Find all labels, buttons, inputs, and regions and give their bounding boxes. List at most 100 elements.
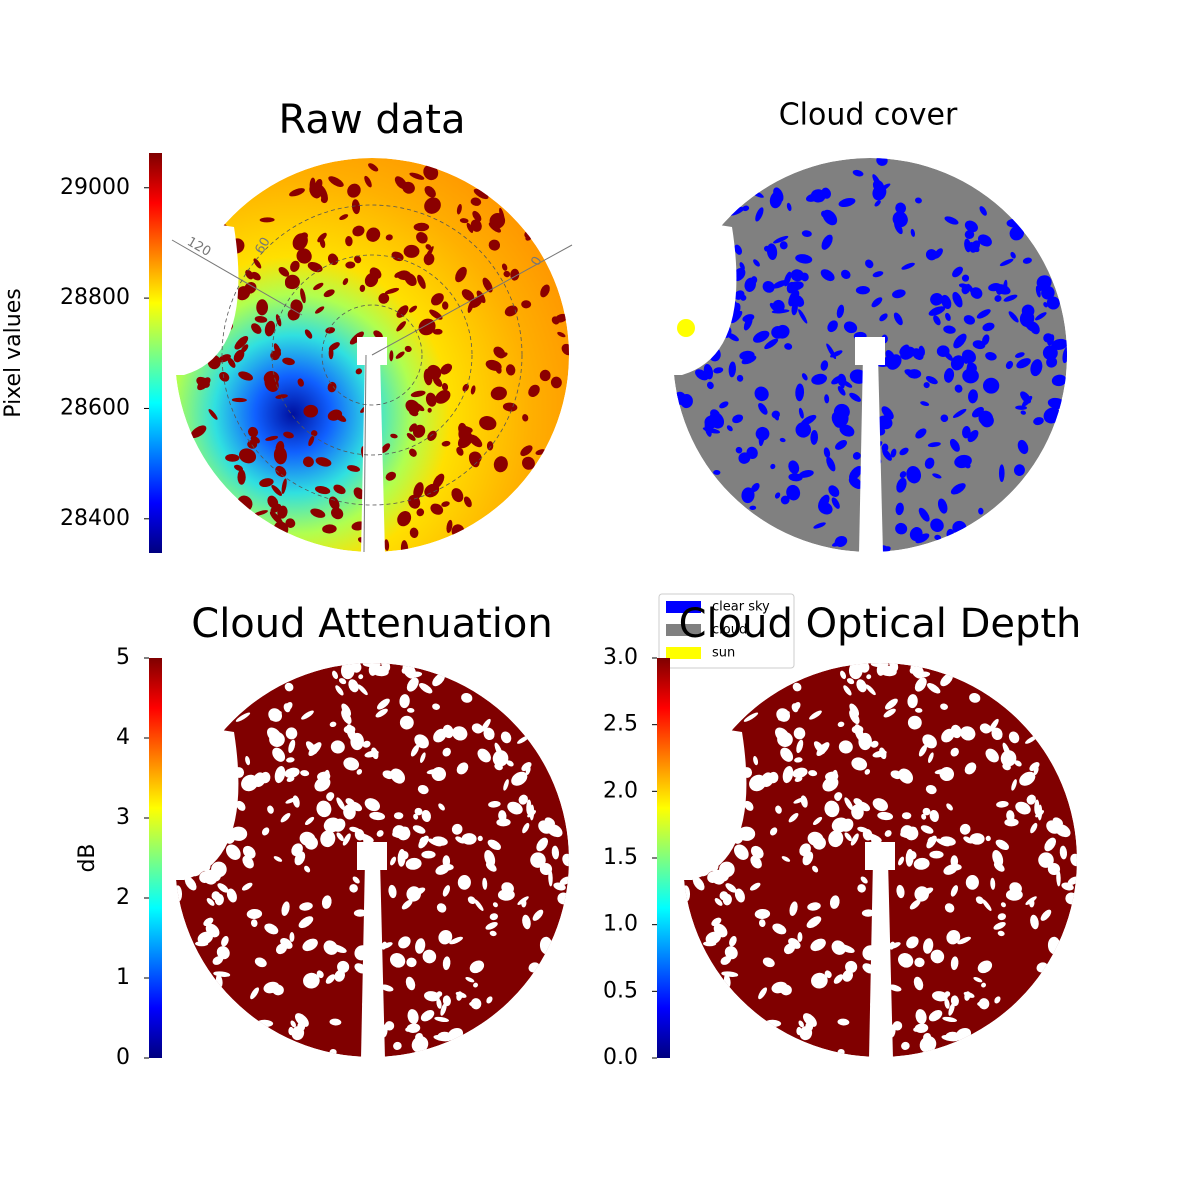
blob bbox=[221, 936, 229, 947]
blob bbox=[770, 463, 776, 470]
blob bbox=[456, 991, 463, 1001]
blob bbox=[434, 1016, 450, 1023]
blob bbox=[436, 903, 447, 913]
blob bbox=[838, 197, 856, 208]
blob bbox=[710, 409, 720, 419]
colorbar-tick-label: 0 bbox=[116, 1045, 130, 1070]
blob bbox=[392, 826, 409, 838]
blob bbox=[245, 755, 251, 766]
blob bbox=[470, 197, 482, 206]
blob bbox=[492, 750, 509, 767]
blob bbox=[532, 909, 544, 921]
blob bbox=[857, 826, 869, 833]
blob bbox=[551, 845, 560, 860]
blob bbox=[720, 956, 732, 965]
blob bbox=[905, 848, 914, 867]
blob bbox=[300, 288, 306, 304]
blob bbox=[203, 869, 218, 885]
blob bbox=[889, 942, 901, 949]
blob bbox=[528, 384, 540, 398]
blob bbox=[413, 222, 430, 232]
mast bbox=[859, 355, 883, 554]
blob bbox=[940, 414, 949, 423]
blob bbox=[323, 289, 335, 298]
blob bbox=[725, 883, 737, 893]
blob bbox=[1003, 279, 1008, 292]
blob bbox=[213, 971, 231, 977]
blob bbox=[477, 835, 483, 842]
blob bbox=[879, 313, 888, 322]
colorbar-tick-label: 28600 bbox=[60, 395, 130, 420]
blob bbox=[241, 882, 253, 891]
blob bbox=[724, 946, 738, 960]
blob bbox=[419, 682, 433, 694]
blob bbox=[280, 812, 291, 823]
blob bbox=[1021, 395, 1033, 407]
blob bbox=[304, 836, 318, 850]
blob bbox=[407, 707, 415, 713]
blob bbox=[824, 800, 840, 818]
blob bbox=[934, 534, 942, 541]
blob bbox=[1030, 914, 1039, 930]
blob bbox=[406, 432, 416, 441]
blob bbox=[1009, 226, 1024, 241]
blob bbox=[793, 797, 805, 804]
blob bbox=[798, 407, 804, 419]
blob bbox=[797, 932, 803, 943]
blob bbox=[949, 438, 960, 452]
blob bbox=[1015, 405, 1028, 410]
blob bbox=[788, 938, 801, 949]
polar-axis bbox=[371, 244, 573, 356]
blob bbox=[355, 368, 363, 375]
blob bbox=[330, 740, 345, 754]
blob bbox=[250, 919, 258, 928]
blob bbox=[855, 286, 870, 295]
blob bbox=[285, 518, 296, 528]
blob bbox=[800, 414, 817, 426]
blob bbox=[557, 331, 566, 338]
blob bbox=[540, 284, 550, 298]
blob bbox=[933, 248, 943, 259]
blob bbox=[314, 485, 331, 495]
blob bbox=[1009, 882, 1022, 894]
colorbar bbox=[149, 153, 162, 553]
blob bbox=[806, 916, 822, 929]
blob bbox=[488, 801, 501, 808]
blob bbox=[366, 227, 381, 242]
blob bbox=[216, 946, 230, 960]
blob bbox=[425, 392, 437, 407]
blob bbox=[937, 498, 948, 514]
blob bbox=[780, 747, 794, 762]
blob bbox=[695, 369, 709, 381]
blob bbox=[406, 957, 417, 968]
blob bbox=[975, 896, 984, 905]
blob bbox=[929, 809, 939, 823]
blob bbox=[411, 1036, 429, 1053]
blob bbox=[930, 518, 944, 533]
blob bbox=[197, 377, 211, 391]
blob bbox=[783, 271, 792, 287]
blob bbox=[801, 373, 808, 381]
blob bbox=[225, 844, 241, 860]
blob bbox=[461, 289, 475, 302]
blob bbox=[837, 386, 846, 396]
blob bbox=[831, 497, 840, 509]
blob bbox=[746, 446, 758, 459]
blob bbox=[284, 682, 294, 692]
blob bbox=[995, 839, 1009, 851]
blob bbox=[810, 430, 819, 445]
blob bbox=[844, 797, 854, 811]
blob bbox=[521, 899, 527, 908]
blob bbox=[849, 392, 861, 402]
blob bbox=[246, 908, 263, 919]
blob bbox=[420, 1009, 435, 1022]
blob bbox=[264, 923, 279, 935]
blob bbox=[798, 309, 808, 324]
blob bbox=[340, 663, 355, 680]
blob bbox=[973, 976, 983, 983]
blob bbox=[421, 850, 436, 859]
blob bbox=[779, 241, 788, 250]
blob bbox=[254, 957, 267, 968]
blob bbox=[493, 346, 506, 359]
blob bbox=[470, 998, 482, 1010]
